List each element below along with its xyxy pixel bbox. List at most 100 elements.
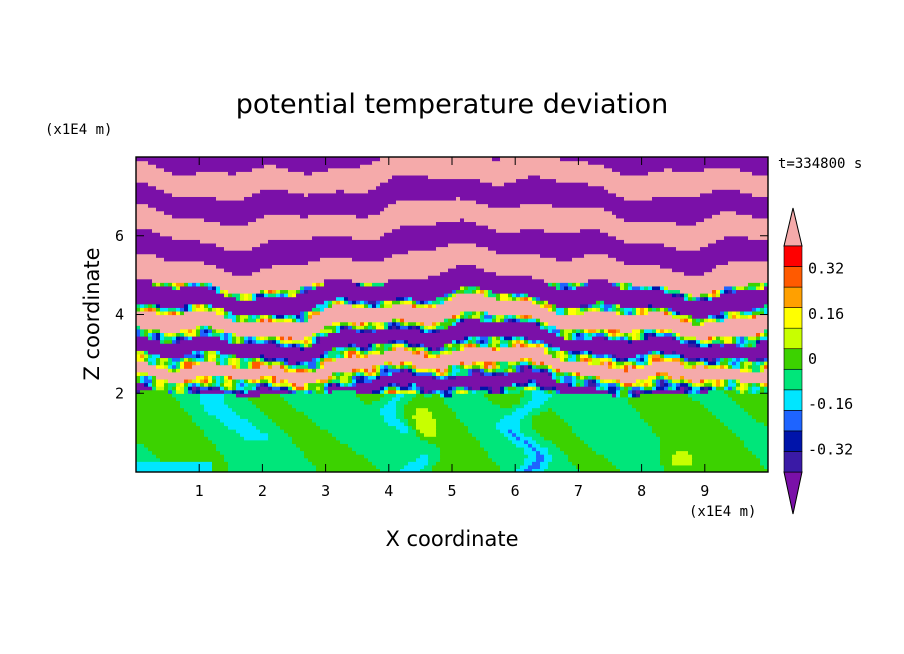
heatmap-cell <box>724 389 737 394</box>
heatmap-cell <box>760 457 768 462</box>
heatmap-cell <box>324 382 329 387</box>
heatmap-cell <box>448 242 477 248</box>
heatmap-cell <box>420 343 425 348</box>
heatmap-cell <box>544 436 581 441</box>
heatmap-cell <box>224 328 321 333</box>
heatmap-cell <box>704 217 768 223</box>
heatmap-cell <box>464 346 493 351</box>
heatmap-cell <box>232 357 237 362</box>
heatmap-cell <box>412 303 417 308</box>
heatmap-cell <box>708 357 713 362</box>
heatmap-cell <box>140 389 169 394</box>
heatmap-cell <box>536 364 549 369</box>
heatmap-cell <box>624 310 629 316</box>
heatmap-cell <box>516 339 521 344</box>
heatmap-cell <box>372 346 377 351</box>
heatmap-cell <box>324 386 329 391</box>
heatmap-cell <box>368 325 373 330</box>
heatmap-cell <box>384 350 413 355</box>
heatmap-cell <box>660 328 665 333</box>
heatmap-cell <box>408 296 413 301</box>
heatmap-cell <box>720 289 725 294</box>
heatmap-cell <box>312 282 317 287</box>
heatmap-cell <box>332 382 337 387</box>
heatmap-cell <box>440 350 445 355</box>
y-tick-label: 6 <box>115 227 124 245</box>
heatmap-cell <box>140 325 197 330</box>
heatmap-cell <box>340 321 349 326</box>
heatmap-cell <box>516 296 521 301</box>
heatmap-cell <box>660 382 665 387</box>
heatmap-cell <box>176 361 181 366</box>
heatmap-cell <box>712 382 717 387</box>
heatmap-cell <box>724 314 729 319</box>
heatmap-cell <box>228 361 233 366</box>
heatmap-cell <box>264 164 277 169</box>
heatmap-cell <box>164 339 173 344</box>
heatmap-cell <box>568 357 577 362</box>
heatmap-cell <box>416 382 513 387</box>
heatmap-cell <box>672 307 753 312</box>
heatmap-cell <box>660 450 677 455</box>
heatmap-cell <box>168 361 173 366</box>
heatmap-cell <box>364 346 369 351</box>
heatmap-cell <box>192 382 197 387</box>
heatmap-cell <box>472 389 477 394</box>
heatmap-cell <box>192 378 197 384</box>
heatmap-cell <box>404 407 417 412</box>
heatmap-cell <box>316 364 321 369</box>
heatmap-cell <box>592 357 601 362</box>
heatmap-cell <box>552 368 557 373</box>
heatmap-cell <box>332 346 337 351</box>
heatmap-cell <box>224 246 253 251</box>
heatmap-cell <box>688 389 693 394</box>
heatmap-cell <box>384 403 397 409</box>
heatmap-cell <box>540 339 545 344</box>
heatmap-cell <box>192 350 197 355</box>
heatmap-cell <box>664 167 673 172</box>
heatmap-cell <box>476 343 481 348</box>
heatmap-cell <box>268 314 273 319</box>
heatmap-cell <box>560 368 625 373</box>
heatmap-cell <box>160 282 165 287</box>
heatmap-cell <box>460 364 465 369</box>
heatmap-cell <box>660 439 745 444</box>
heatmap-cell <box>356 321 361 326</box>
colorbar-extend-min <box>783 471 803 515</box>
heatmap-cell <box>324 325 337 330</box>
heatmap-cell <box>536 378 557 384</box>
heatmap-cell <box>636 378 641 384</box>
heatmap-cell <box>232 375 261 380</box>
heatmap-cell <box>460 346 465 351</box>
heatmap-cell <box>368 371 373 376</box>
heatmap-cell <box>612 167 665 172</box>
heatmap-cell <box>684 339 689 344</box>
heatmap-cell <box>416 343 421 348</box>
heatmap-cell <box>740 364 745 369</box>
heatmap-cell <box>428 353 437 359</box>
heatmap-cell <box>560 157 768 162</box>
heatmap-cell <box>560 332 565 337</box>
heatmap-cell <box>568 350 573 355</box>
heatmap-cell <box>308 368 313 373</box>
heatmap-cell <box>548 450 565 455</box>
heatmap-cell <box>176 285 181 291</box>
heatmap-cell <box>492 371 497 376</box>
heatmap-cell <box>556 307 565 312</box>
heatmap-cell <box>184 364 193 369</box>
heatmap-cell <box>644 418 721 423</box>
heatmap-cell <box>320 353 325 359</box>
heatmap-cell <box>340 325 345 330</box>
heatmap-cell <box>292 318 297 323</box>
heatmap-cell <box>292 439 341 444</box>
heatmap-cell <box>644 357 649 362</box>
heatmap-cell <box>356 393 385 398</box>
heatmap-cell <box>392 318 397 323</box>
heatmap-cell <box>564 450 597 455</box>
heatmap-cell <box>728 386 733 391</box>
heatmap-cell <box>276 382 281 387</box>
heatmap-cell <box>356 375 361 380</box>
heatmap-cell <box>328 300 333 305</box>
heatmap-cell <box>536 361 541 366</box>
heatmap-cell <box>212 439 293 444</box>
